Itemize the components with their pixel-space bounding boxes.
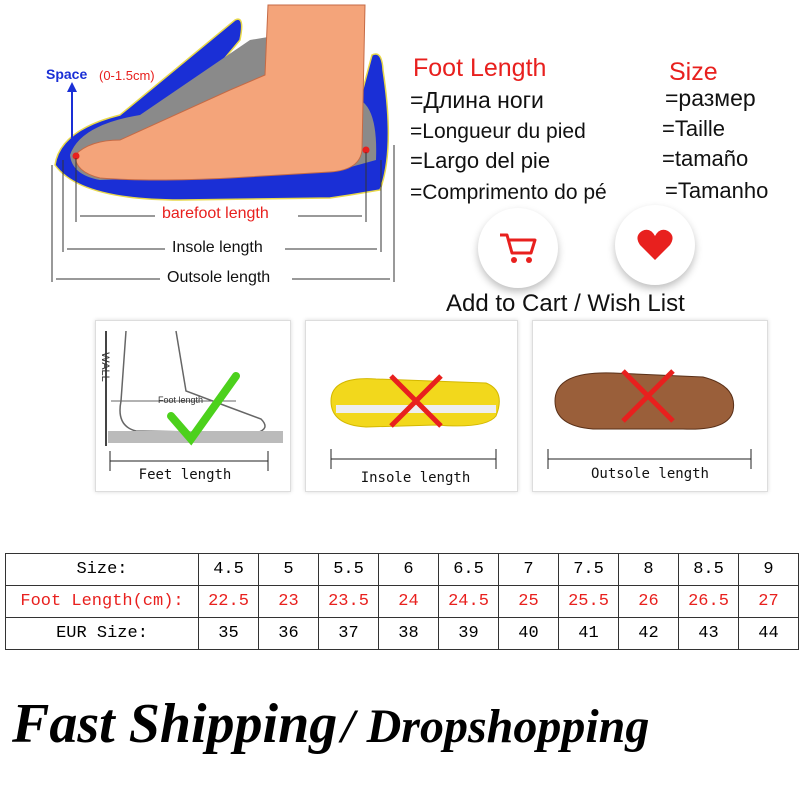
panel-outsole-length: Outsole length xyxy=(532,320,768,492)
size-title: Size xyxy=(669,58,718,86)
table-cell: 7.5 xyxy=(558,553,619,586)
table-cell: 23.5 xyxy=(318,585,379,618)
feet-length-label: Feet length xyxy=(138,467,232,483)
row-label: Foot Length(cm): xyxy=(5,585,199,618)
table-cell: 38 xyxy=(378,617,439,650)
table-cell: 35 xyxy=(198,617,259,650)
foot-length-title: Foot Length xyxy=(413,54,547,82)
table-cell: 5.5 xyxy=(318,553,379,586)
table-cell: 24 xyxy=(378,585,439,618)
table-row-size: Size: 4.5 5 5.5 6 6.5 7 7.5 8 8.5 9 xyxy=(5,553,799,586)
outsole-length-label: Outsole length xyxy=(167,269,271,286)
table-cell: 6.5 xyxy=(438,553,499,586)
wish-list-button[interactable] xyxy=(615,205,695,285)
table-cell: 41 xyxy=(558,617,619,650)
table-cell: 25.5 xyxy=(558,585,619,618)
insole-illustration xyxy=(330,374,500,469)
size-pt: =Tamanho xyxy=(665,178,769,203)
size-fr: =Taille xyxy=(662,116,725,141)
panel-insole-length: Insole length xyxy=(305,320,518,492)
table-cell: 5 xyxy=(258,553,319,586)
outsole-illustration xyxy=(547,369,752,469)
foot-against-wall-illustration xyxy=(105,330,283,471)
table-cell: 7 xyxy=(498,553,559,586)
outsole-length-panel-label: Outsole length xyxy=(590,466,709,482)
foot-length-fr: =Longueur du pied xyxy=(410,120,586,143)
table-cell: 8 xyxy=(618,553,679,586)
wall-label: WALL xyxy=(98,352,111,382)
row-label: EUR Size: xyxy=(5,617,199,650)
table-cell: 23 xyxy=(258,585,319,618)
table-row-eur-size: EUR Size: 35 36 37 38 39 40 41 42 43 44 xyxy=(5,617,799,650)
table-cell: 43 xyxy=(678,617,739,650)
add-to-cart-button[interactable] xyxy=(478,208,558,288)
shopping-cart-icon xyxy=(500,233,537,263)
panel-feet-length: WALL Foot length Feet length xyxy=(95,320,291,492)
table-cell: 25 xyxy=(498,585,559,618)
table-cell: 24.5 xyxy=(438,585,499,618)
table-row-foot-length: Foot Length(cm): 22.5 23 23.5 24 24.5 25… xyxy=(5,585,799,618)
foot-length-es: =Largo del pie xyxy=(410,148,551,173)
table-cell: 39 xyxy=(438,617,499,650)
table-cell: 44 xyxy=(738,617,799,650)
banner-fast-shipping: Fast Shipping xyxy=(12,693,338,755)
size-es: =tamaño xyxy=(662,146,749,171)
size-table: Size: 4.5 5 5.5 6 6.5 7 7.5 8 8.5 9 Foot… xyxy=(5,553,799,650)
inner-foot-length-label: Foot length xyxy=(158,395,204,405)
table-cell: 37 xyxy=(318,617,379,650)
size-ru: =размер xyxy=(665,85,756,111)
row-label: Size: xyxy=(5,553,199,586)
foot-length-ru: =Длина ноги xyxy=(410,87,544,113)
insole-length-panel-label: Insole length xyxy=(360,470,471,486)
space-range: (0-1.5cm) xyxy=(99,68,155,83)
insole-length-label: Insole length xyxy=(172,239,263,256)
table-cell: 26 xyxy=(618,585,679,618)
table-cell: 40 xyxy=(498,617,559,650)
banner-dropshopping: / Dropshopping xyxy=(341,700,650,753)
table-cell: 42 xyxy=(618,617,679,650)
foot-diagram: Space (0-1.5cm) barefoot length Insole l… xyxy=(0,0,420,300)
barefoot-length-label: barefoot length xyxy=(162,205,269,222)
shipping-banner: Fast Shipping / Dropshopping xyxy=(12,692,649,756)
foot-length-pt: =Comprimento do pé xyxy=(410,181,607,204)
table-cell: 8.5 xyxy=(678,553,739,586)
table-cell: 9 xyxy=(738,553,799,586)
table-cell: 27 xyxy=(738,585,799,618)
table-cell: 4.5 xyxy=(198,553,259,586)
table-cell: 36 xyxy=(258,617,319,650)
space-label: Space xyxy=(46,66,88,82)
heart-icon xyxy=(637,229,673,260)
table-cell: 22.5 xyxy=(198,585,259,618)
foot-illustration xyxy=(51,4,395,282)
table-cell: 26.5 xyxy=(678,585,739,618)
add-to-cart-caption: Add to Cart / Wish List xyxy=(446,290,685,317)
table-cell: 6 xyxy=(378,553,439,586)
